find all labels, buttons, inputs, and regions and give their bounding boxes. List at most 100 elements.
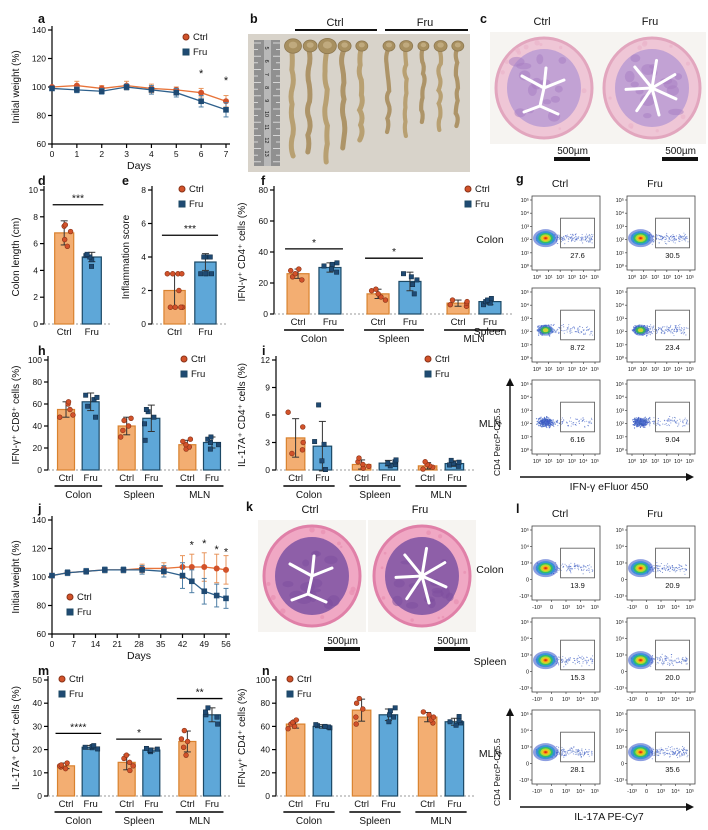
dot xyxy=(582,573,584,575)
legend-label: Ctrl xyxy=(191,354,206,365)
significance-star: * xyxy=(224,547,229,559)
dot xyxy=(566,331,568,333)
y-tick-label: 120 xyxy=(32,544,46,554)
dot xyxy=(679,324,681,326)
dot xyxy=(673,420,676,422)
dot xyxy=(572,424,574,426)
dot xyxy=(589,564,591,566)
dot xyxy=(585,326,588,328)
dot xyxy=(647,332,649,334)
dot xyxy=(559,423,561,425)
dot xyxy=(548,426,551,428)
colon-body xyxy=(305,48,313,155)
dot xyxy=(569,567,571,570)
scatter-point-ctrl xyxy=(67,228,74,235)
density-core xyxy=(639,659,642,662)
y-tick-label: 10⁴ xyxy=(521,302,530,309)
dot xyxy=(669,330,671,332)
dot xyxy=(675,238,677,241)
y-tick-label: 10⁵ xyxy=(521,197,529,204)
data-point-ctrl xyxy=(198,89,205,96)
lumen-branch xyxy=(403,553,424,578)
dot xyxy=(669,419,671,421)
dot xyxy=(665,423,667,425)
dot xyxy=(574,238,576,240)
y-tick-label: 80 xyxy=(259,185,269,195)
dot xyxy=(566,329,568,331)
bar-x-label: Fru xyxy=(85,327,99,338)
dot xyxy=(662,327,664,329)
dot xyxy=(652,420,654,423)
y-tick-label: 60 xyxy=(33,399,43,409)
dot xyxy=(585,569,588,571)
data-point-ctrl xyxy=(213,565,220,572)
panel-f-ifng-cd4: f 0 20 40 60 80 IFN-γ⁺ CD4⁺ cells (%) Ctrl Fru C… xyxy=(234,174,520,346)
dot xyxy=(589,420,591,422)
y-tick-label: -10³ xyxy=(519,686,529,692)
x-tick-label: 2 xyxy=(99,149,104,159)
x-tick-label: 10¹ xyxy=(640,459,648,465)
density-core xyxy=(544,659,547,662)
scatter-point-ctrl xyxy=(57,414,63,420)
dot xyxy=(588,237,590,239)
photo-group-label-ctrl: Ctrl xyxy=(326,17,343,29)
x-tick-label: 10⁴ xyxy=(579,274,588,281)
dot xyxy=(548,417,550,419)
dot xyxy=(543,416,546,418)
scatter-point-ctrl xyxy=(382,297,389,303)
legend-label: Ctrl xyxy=(193,32,208,43)
bar-fru xyxy=(81,401,100,471)
dot xyxy=(653,565,655,567)
dot xyxy=(539,424,542,426)
x-tick-label: 10⁵ xyxy=(591,788,599,795)
dot xyxy=(667,331,669,333)
dot xyxy=(640,425,642,427)
dot xyxy=(655,238,658,240)
scatter-point-ctrl xyxy=(178,304,184,310)
scatter-point-ctrl xyxy=(120,427,126,434)
x-tick-label: 10³ xyxy=(657,605,665,611)
dot xyxy=(667,568,669,570)
y-tick-label: 6 xyxy=(141,219,146,229)
dot xyxy=(558,569,560,571)
dot xyxy=(676,330,678,332)
dot xyxy=(567,567,569,569)
x-tick-label: 0 xyxy=(645,605,648,611)
dot xyxy=(553,421,555,423)
dot xyxy=(541,423,543,425)
scatter-point-fru xyxy=(456,459,462,465)
y-tick-label: 10⁵ xyxy=(616,527,624,534)
dot xyxy=(632,421,635,423)
dot xyxy=(567,566,569,569)
scatter-point-ctrl xyxy=(420,466,426,472)
dot xyxy=(592,234,594,236)
dot xyxy=(575,235,577,237)
dot xyxy=(559,327,561,329)
dot xyxy=(561,417,563,419)
scatter-point-ctrl xyxy=(180,438,186,445)
dot xyxy=(685,421,688,423)
dot xyxy=(579,239,581,241)
panel-j-weight-curve-chronic: j 60 80 100 120 140 0 7 14 21 28 35 42 49 56 Initial w… xyxy=(8,502,236,664)
dot xyxy=(576,659,578,661)
arrow-head xyxy=(506,378,514,386)
dot xyxy=(672,234,674,236)
y-tick-label: 100 xyxy=(32,572,46,582)
dot xyxy=(671,565,674,567)
ruler-number: 9 xyxy=(263,99,269,102)
dot xyxy=(573,657,575,660)
dot xyxy=(560,241,562,243)
y-tick-label: 10³ xyxy=(521,745,529,751)
y-tick-label: 10² xyxy=(616,422,624,428)
dot xyxy=(582,419,584,421)
panel-d-colon-length: d 0 2 4 6 8 10 Colon length (cm) Ctrl Fru *** xyxy=(8,174,118,344)
dot xyxy=(661,658,664,660)
tissue-mottle xyxy=(432,590,444,598)
dot xyxy=(679,329,681,331)
y-tick-label: 10³ xyxy=(616,561,624,567)
dot xyxy=(558,238,560,240)
dot xyxy=(570,420,572,422)
